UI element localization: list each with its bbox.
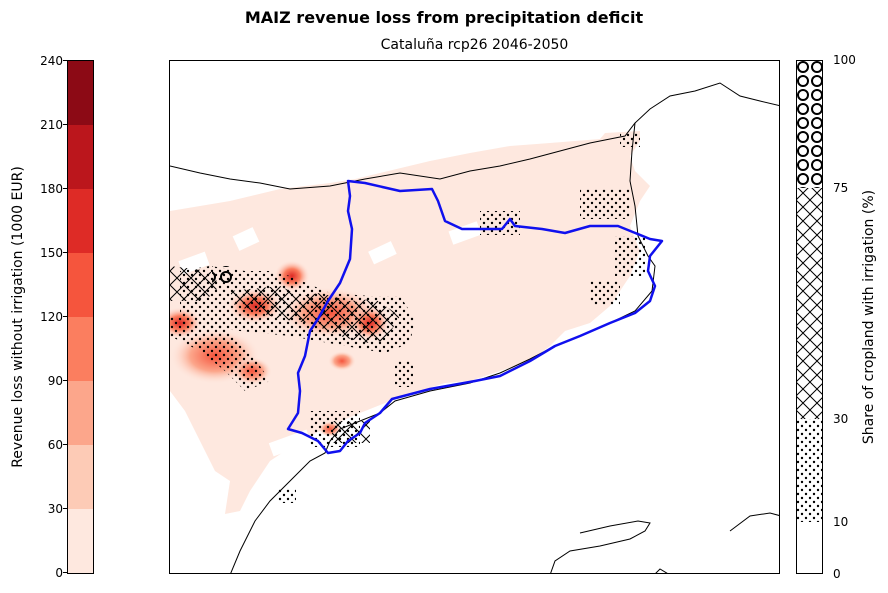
irrigation-dots-region [580,189,630,219]
colorbar-bin-210-240 [68,61,93,125]
irrigation-share-colorbar [796,60,823,574]
figure-title: MAIZ revenue loss from precipitation def… [244,8,644,27]
irrigation-circles-region [212,266,232,286]
right-tick-label: 0 [833,567,841,581]
left-tick-label: 0 [55,566,63,580]
left-tick-label: 150 [40,246,63,260]
irrigation-cross-hatch-region [230,286,400,343]
left-tick-label: 30 [47,502,63,516]
irrigation-dots-region [620,133,640,147]
coastline [170,82,779,190]
left-tick-label: 210 [40,118,63,132]
hotspot [328,351,356,371]
left-colorbar-label: Revenue loss without irrigation (1000 EU… [10,166,26,468]
colorbar-bin-0-30 [68,509,93,573]
colorbar-bin-120-150 [68,253,93,317]
left-tick-label: 60 [47,438,63,452]
right-colorbar-label: Share of cropland with irrigation (%) [861,189,877,445]
colorbar-bin-30-60 [68,445,93,509]
right-tick-label: 75 [833,181,849,195]
irrigation-cross-hatch-region [170,266,220,301]
left-tick-label: 180 [40,182,63,196]
left-tick-label: 240 [40,54,63,68]
right-tick-label: 10 [833,515,849,529]
left-tick-label: 120 [40,310,63,324]
colorbar-bin-180-210 [68,125,93,189]
irrigation-dots-region [395,361,413,387]
left-tick-label: 90 [47,374,63,388]
colorbar-swatches [67,60,94,574]
irrigation-dots-region [615,236,645,276]
right-tick-label: 30 [833,412,849,426]
colorbar-bin-60-90 [68,381,93,445]
irrigation-dots-region [590,281,620,305]
colorbar-bin-0-10 [796,522,823,574]
colorbar-bin-75-100 [796,60,823,188]
map-title: Cataluña rcp26 2046-2050 [380,37,569,53]
balearic-coast [655,568,668,573]
cataluna-boundary [286,179,664,455]
balearic-coast [550,520,651,573]
irrigation-dots-region [278,489,296,503]
revenue-loss-colorbar: 0 30 60 90 120 150 180 210 240 [40,55,94,579]
map-panel [169,60,780,574]
colorbar-bin-10-30 [796,419,823,522]
balearic-coast [729,512,779,532]
irrigation-dots-region [170,316,270,391]
right-tick-label: 100 [833,53,856,67]
colorbar-bin-30-75 [796,188,823,419]
colorbar-bin-90-120 [68,317,93,381]
colorbar-bin-150-180 [68,189,93,253]
